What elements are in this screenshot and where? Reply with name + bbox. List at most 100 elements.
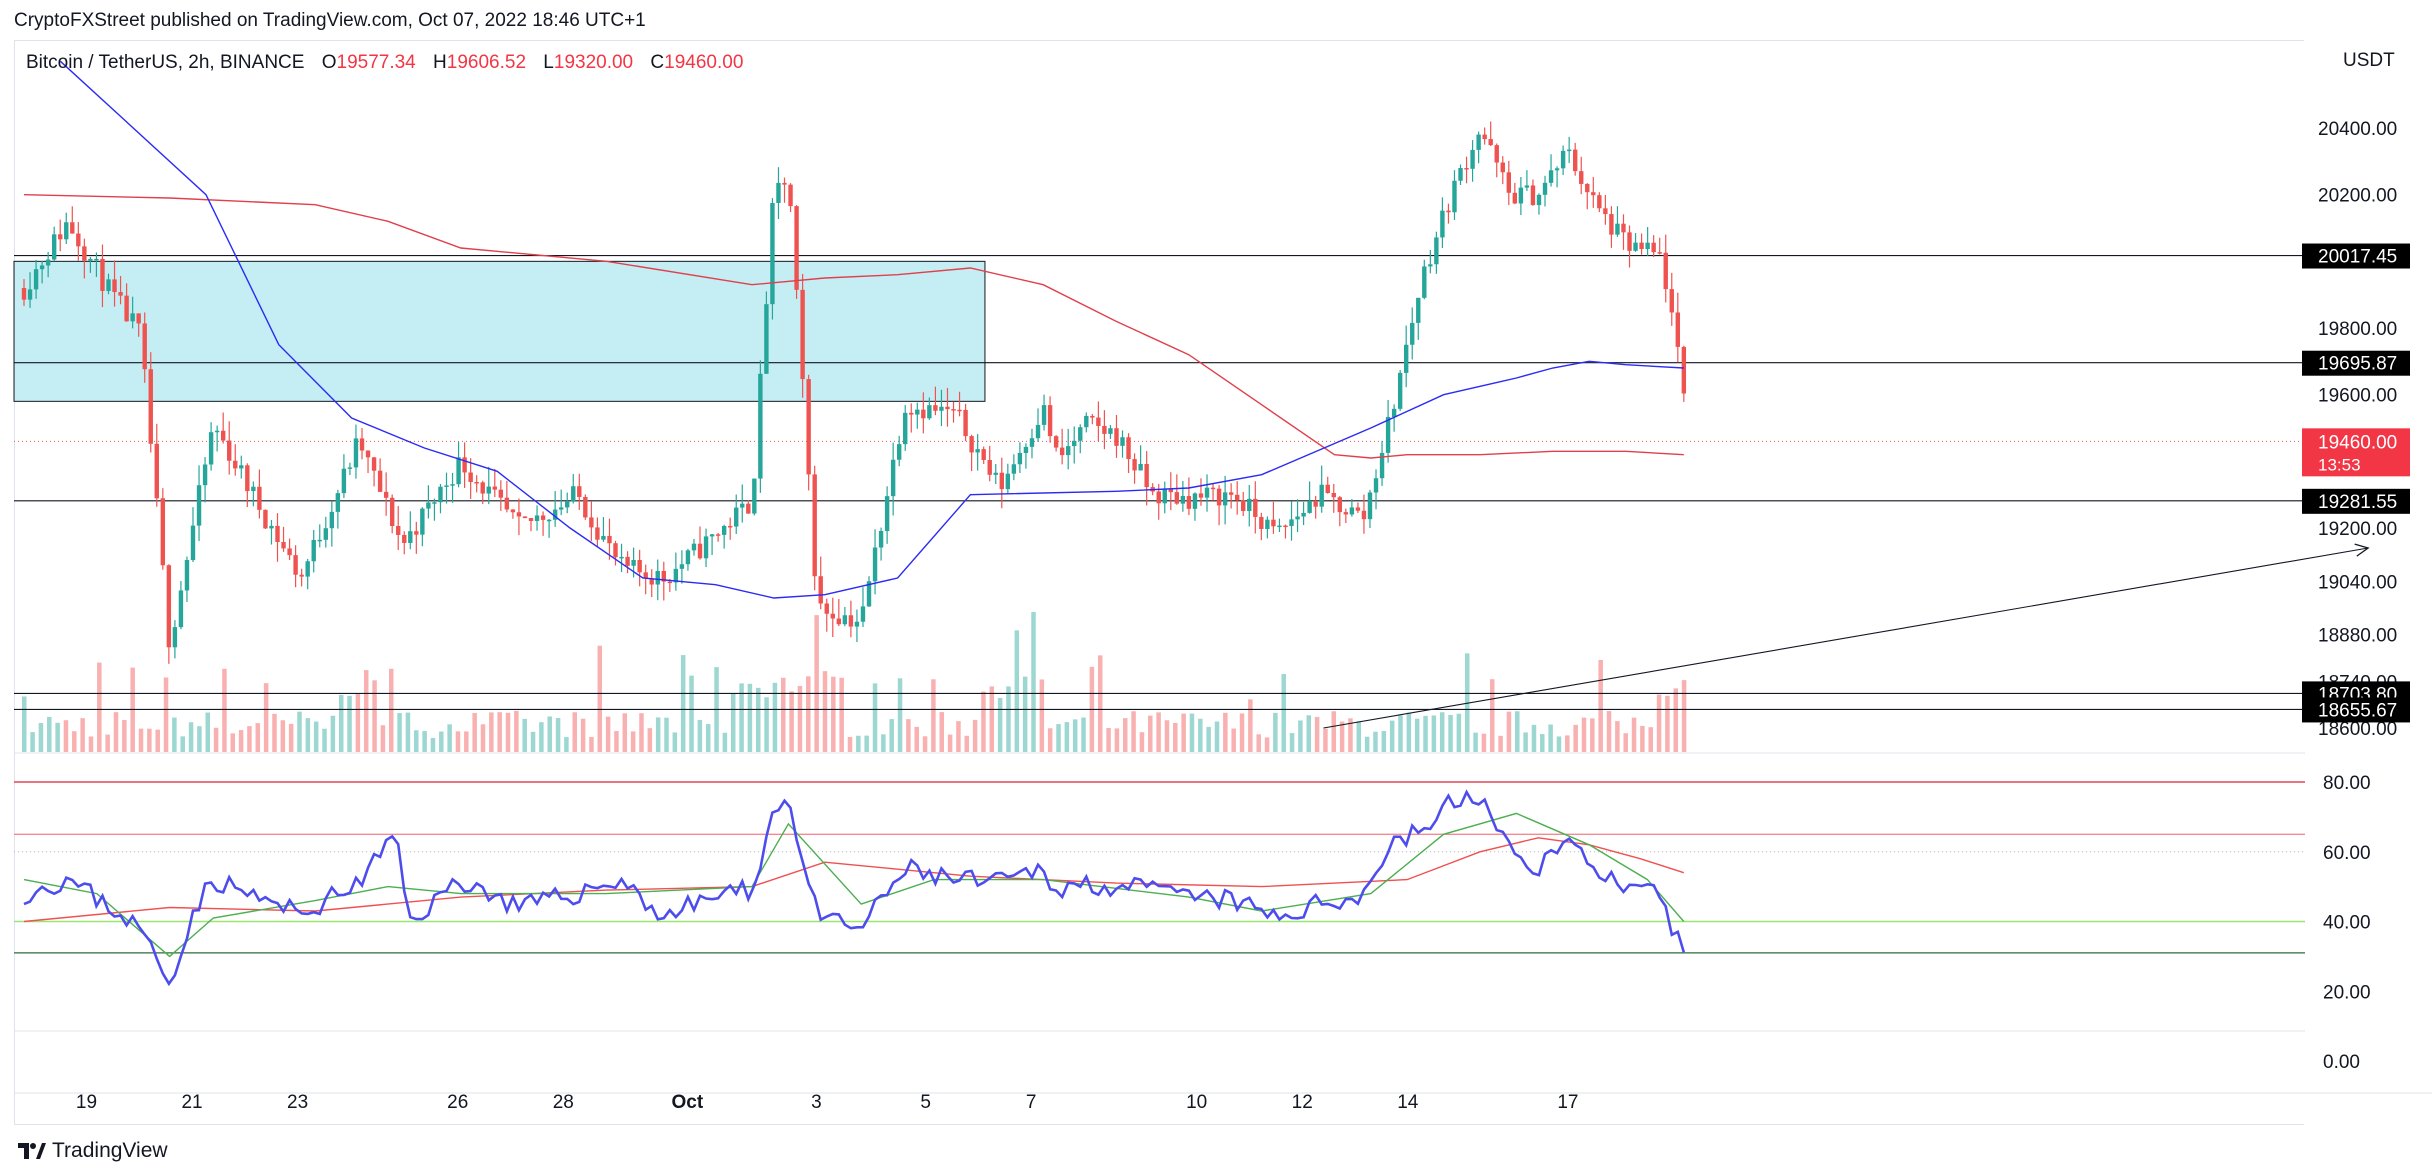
candle-body (1518, 187, 1524, 204)
volume-bar (856, 735, 861, 752)
volume-bar (1281, 674, 1286, 752)
close-label: C (650, 52, 665, 73)
candle-body (697, 543, 703, 559)
volume-bar (1631, 717, 1637, 752)
candle-body (335, 493, 341, 512)
close-value: 19460.00 (664, 52, 744, 73)
candle-body (1265, 519, 1270, 529)
candle-body (239, 465, 244, 469)
candle-body (202, 464, 208, 486)
candle-body (661, 570, 666, 582)
symbol-legend: Bitcoin / TetherUS, 2h, BINANCE O19577.3… (26, 52, 755, 74)
candle-body (577, 486, 582, 497)
candle-body (426, 502, 431, 509)
volume-bar (88, 736, 94, 752)
date-tick-label: Oct (671, 1092, 703, 1113)
volume-bar (472, 712, 477, 752)
volume-bar (705, 724, 711, 752)
volume-bar (564, 737, 569, 752)
volume-bar (872, 683, 878, 752)
volume-bar (764, 697, 769, 752)
candle-body (450, 484, 455, 486)
candle-body (1542, 182, 1548, 195)
volume-bar (847, 736, 853, 752)
volume-bar (455, 731, 461, 752)
volume-bar (922, 736, 928, 752)
candle-body (257, 486, 262, 510)
trend-arrow-head (2354, 543, 2370, 557)
candle-body (643, 572, 648, 579)
candle-body (172, 627, 178, 648)
volume-bar (1264, 737, 1270, 752)
date-tick-label: 23 (287, 1092, 308, 1113)
volume-bar (1047, 728, 1053, 752)
candle-body (420, 508, 425, 535)
volume-bar (622, 713, 628, 752)
high-label: H (433, 52, 447, 73)
volume-bar (414, 730, 419, 752)
volume-bar (489, 712, 494, 752)
date-tick-label: 7 (1026, 1092, 1037, 1113)
volume-bar (1556, 736, 1562, 752)
candle-body (1428, 264, 1433, 267)
date-tick-label: 28 (553, 1092, 574, 1113)
volume-bar (338, 694, 344, 752)
candle-body (1566, 149, 1572, 152)
volume-bar (580, 718, 586, 752)
candle-body (305, 561, 310, 577)
date-tick-label: 21 (181, 1092, 202, 1113)
candle-body (371, 457, 377, 471)
volume-bar (772, 682, 778, 752)
low-label: L (543, 52, 554, 73)
volume-bar (1256, 734, 1261, 752)
candle-body (583, 496, 588, 518)
candle-body (245, 465, 250, 492)
candle-body (1259, 516, 1264, 529)
candle-body (39, 265, 45, 270)
volume-bar (1548, 724, 1553, 752)
volume-bar (1531, 724, 1537, 752)
high-value: 19606.52 (446, 52, 527, 73)
level-badge-label: 20017.45 (2318, 247, 2397, 268)
candle-body (830, 613, 835, 619)
candle-body (444, 485, 449, 487)
volume-bar (305, 718, 311, 752)
candle-body (939, 406, 944, 411)
candle-body (1591, 192, 1596, 196)
candle-body (480, 482, 485, 494)
candle-body (70, 222, 75, 234)
volume-bar (547, 716, 552, 752)
volume-bar (1406, 712, 1412, 752)
volume-bar (797, 685, 803, 752)
candle-body (408, 531, 413, 543)
ma-fast-line (59, 60, 1684, 599)
candle-body (836, 618, 842, 625)
candle-body (1307, 500, 1312, 513)
candle-body (1548, 170, 1554, 183)
volume-bar (1431, 715, 1437, 752)
candle-body (1241, 500, 1246, 512)
volume-bar (1323, 728, 1328, 752)
volume-bar (322, 728, 327, 752)
candle-body (1452, 180, 1457, 213)
candle-body (341, 468, 347, 494)
candle-body (1313, 500, 1318, 507)
candle-body (691, 543, 697, 551)
volume-bar (1248, 699, 1253, 752)
candle-body (389, 497, 395, 526)
candle-body (365, 450, 371, 458)
candle-body (1464, 168, 1469, 170)
candle-body (1096, 417, 1101, 426)
volume-bar (530, 731, 536, 752)
volume-bar (405, 712, 411, 752)
candle-body (1572, 149, 1578, 172)
candle-body (396, 525, 401, 535)
volume-bar (1298, 720, 1303, 752)
tradingview-brand[interactable]: TradingView (16, 1139, 168, 1163)
volume-bar (1464, 653, 1470, 752)
candle-body (945, 406, 950, 410)
volume-bar (1031, 612, 1036, 752)
candle-body (1470, 149, 1475, 169)
candle-body (800, 289, 805, 380)
